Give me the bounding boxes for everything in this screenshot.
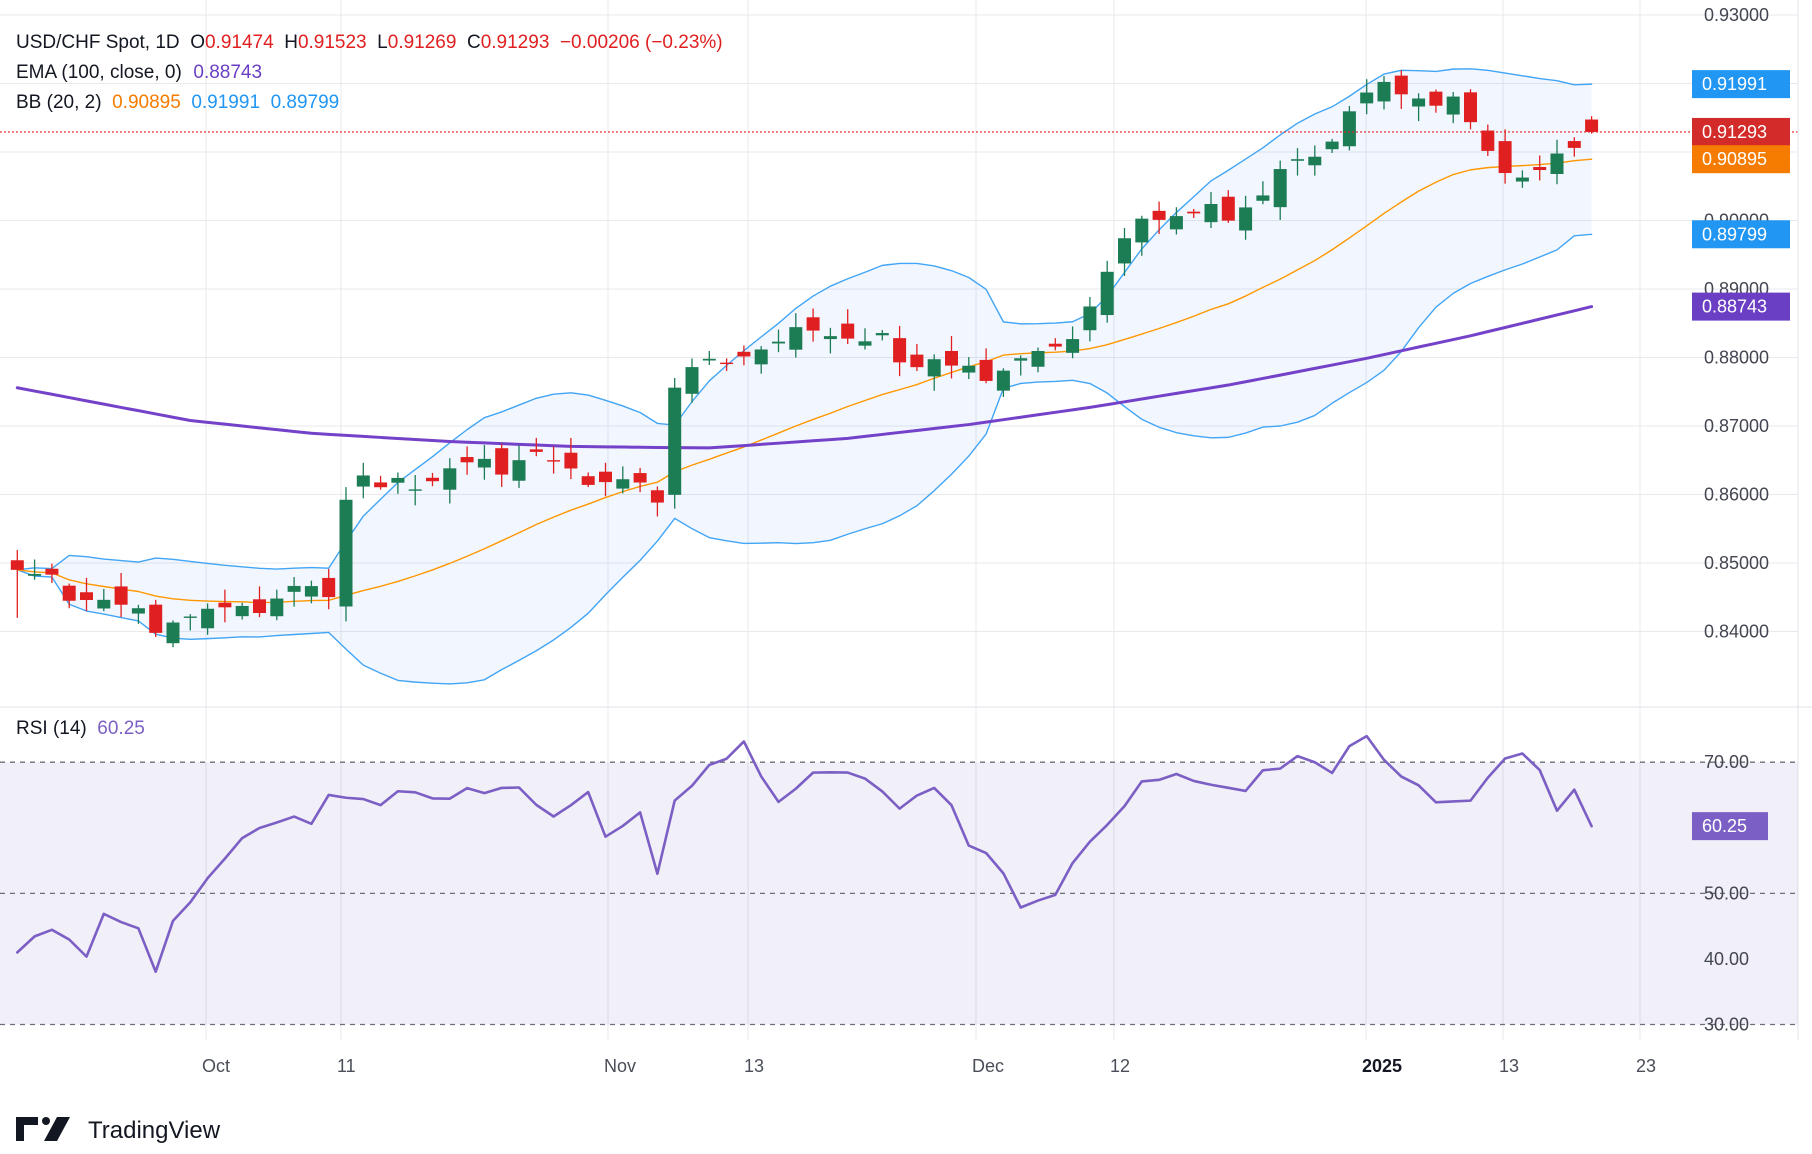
svg-text:50.00: 50.00 <box>1704 883 1749 903</box>
svg-text:USD/CHF Spot, 1D: USD/CHF Spot, 1D <box>16 32 180 53</box>
svg-text:0.90895: 0.90895 <box>112 92 181 113</box>
svg-text:0.87000: 0.87000 <box>1704 416 1769 436</box>
svg-text:Nov: Nov <box>604 1056 636 1076</box>
svg-text:2025: 2025 <box>1362 1056 1402 1076</box>
svg-text:0.89799: 0.89799 <box>271 92 340 113</box>
svg-text:60.25: 60.25 <box>97 718 145 739</box>
svg-text:40.00: 40.00 <box>1704 949 1749 969</box>
svg-text:0.91991: 0.91991 <box>1702 74 1767 94</box>
svg-text:12: 12 <box>1110 1056 1130 1076</box>
svg-text:0.85000: 0.85000 <box>1704 553 1769 573</box>
svg-text:0.86000: 0.86000 <box>1704 485 1769 505</box>
svg-text:RSI (14): RSI (14) <box>16 718 87 739</box>
svg-text:Oct: Oct <box>202 1056 230 1076</box>
svg-text:0.91474: 0.91474 <box>205 32 274 53</box>
svg-text:0.88743: 0.88743 <box>1702 297 1767 317</box>
svg-text:60.25: 60.25 <box>1702 816 1747 836</box>
svg-text:11: 11 <box>337 1056 356 1076</box>
svg-text:0.88000: 0.88000 <box>1704 348 1769 368</box>
svg-text:0.90895: 0.90895 <box>1702 149 1767 169</box>
svg-text:70.00: 70.00 <box>1704 752 1749 772</box>
svg-text:L: L <box>377 32 388 53</box>
svg-text:0.91991: 0.91991 <box>191 92 260 113</box>
svg-text:−0.00206 (−0.23%): −0.00206 (−0.23%) <box>560 32 723 53</box>
svg-text:EMA (100, close, 0): EMA (100, close, 0) <box>16 62 182 83</box>
svg-text:0.91293: 0.91293 <box>1702 122 1767 142</box>
svg-text:TradingView: TradingView <box>88 1117 221 1144</box>
svg-text:30.00: 30.00 <box>1704 1015 1749 1035</box>
svg-text:O: O <box>190 32 205 53</box>
svg-text:BB (20, 2): BB (20, 2) <box>16 92 102 113</box>
svg-text:0.91523: 0.91523 <box>298 32 367 53</box>
svg-text:Dec: Dec <box>972 1056 1004 1076</box>
svg-text:23: 23 <box>1636 1056 1656 1076</box>
svg-text:0.93000: 0.93000 <box>1704 5 1769 25</box>
svg-text:0.91269: 0.91269 <box>388 32 457 53</box>
svg-text:0.84000: 0.84000 <box>1704 622 1769 642</box>
svg-text:C: C <box>467 32 481 53</box>
svg-text:13: 13 <box>1499 1056 1519 1076</box>
svg-text:13: 13 <box>744 1056 764 1076</box>
svg-text:H: H <box>284 32 298 53</box>
svg-text:0.91293: 0.91293 <box>481 32 550 53</box>
svg-text:0.88743: 0.88743 <box>193 62 262 83</box>
svg-text:0.89799: 0.89799 <box>1702 224 1767 244</box>
